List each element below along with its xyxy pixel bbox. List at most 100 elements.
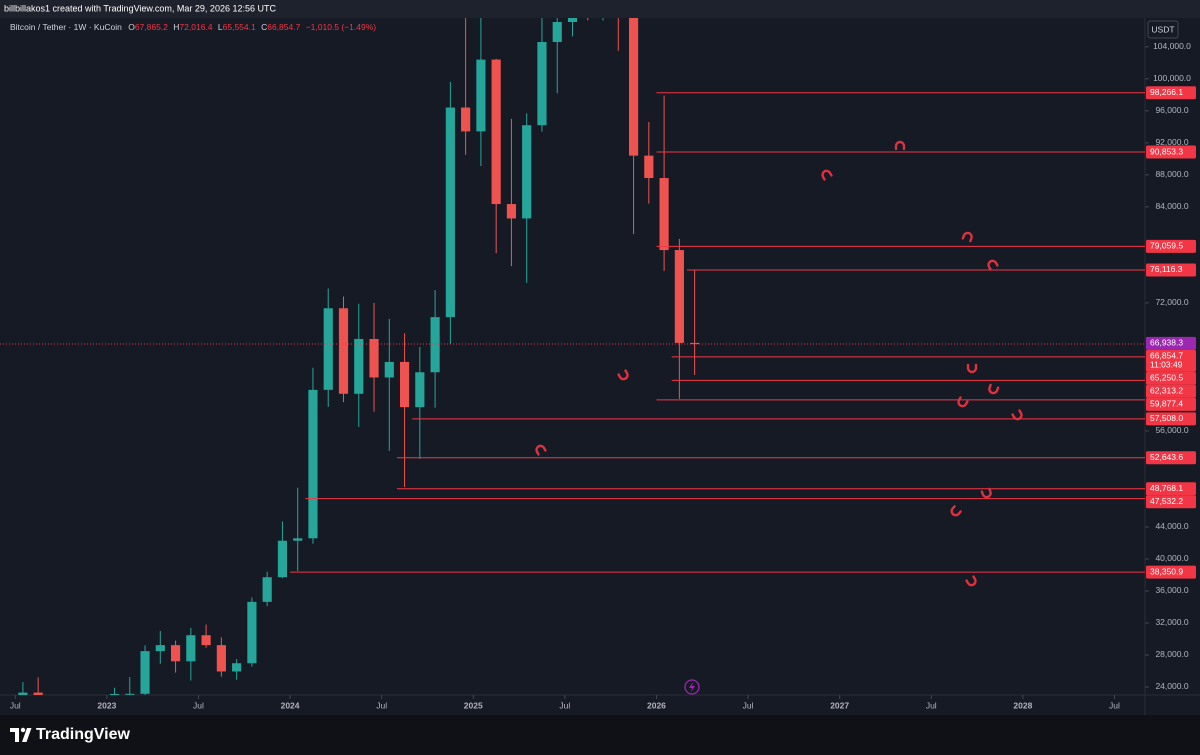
magnet bbox=[957, 396, 969, 408]
y-tick-label: 84,000.0 bbox=[1155, 201, 1188, 211]
y-tick-label: 32,000.0 bbox=[1155, 617, 1188, 627]
ohlc-value: 66,854.7 bbox=[267, 22, 300, 32]
magnet bbox=[617, 369, 629, 381]
footer bbox=[0, 715, 1200, 755]
candle-body bbox=[415, 372, 425, 408]
magnet bbox=[961, 231, 973, 243]
candle-body bbox=[445, 107, 455, 318]
currency-box[interactable] bbox=[1147, 20, 1179, 39]
magnet-icons bbox=[535, 140, 1023, 587]
price-label bbox=[1146, 384, 1196, 398]
candle-body bbox=[262, 577, 272, 602]
candle-body bbox=[644, 155, 654, 179]
x-tick-label: 2023 bbox=[97, 700, 116, 710]
candle-body bbox=[170, 645, 181, 662]
top-bar bbox=[0, 0, 1200, 18]
ohlc-key: H bbox=[173, 22, 179, 32]
candle-body bbox=[537, 42, 547, 126]
price-label bbox=[1146, 451, 1196, 465]
replay-icon[interactable] bbox=[684, 679, 700, 695]
ohlc-value: 67,865.2 bbox=[135, 22, 168, 32]
candle-body bbox=[308, 389, 318, 539]
currency: USDT bbox=[1151, 24, 1174, 34]
ohlc-key: C bbox=[261, 22, 267, 32]
change: −1,010.5 (−1.49%) bbox=[306, 22, 377, 32]
y-tick-label: 100,000.0 bbox=[1153, 73, 1191, 83]
x-tick-label: 2024 bbox=[281, 700, 300, 710]
candle-body bbox=[674, 250, 684, 343]
candle-body bbox=[33, 692, 43, 695]
x-tick-label: 2025 bbox=[464, 700, 483, 710]
magnet bbox=[965, 575, 977, 587]
price-label-text: 66,938.3 bbox=[1150, 338, 1183, 348]
x-tick-label: Jul bbox=[743, 700, 754, 710]
candle-body bbox=[201, 635, 211, 646]
price-label-text: 62,313.2 bbox=[1150, 386, 1183, 396]
brand-logo bbox=[10, 727, 32, 742]
candle-body bbox=[628, 18, 639, 156]
candle-body bbox=[430, 317, 440, 373]
candle-body bbox=[506, 204, 517, 219]
ohlc-value: 72,016.4 bbox=[179, 22, 212, 32]
price-label bbox=[1146, 336, 1196, 350]
magnet bbox=[980, 487, 992, 499]
x-tick-label: 2026 bbox=[647, 700, 666, 710]
x-tick-label: 2028 bbox=[1013, 700, 1032, 710]
ohlc-key: L bbox=[218, 22, 223, 32]
candle-body bbox=[109, 693, 120, 695]
symbol: Bitcoin / Tether · 1W · KuCoin bbox=[10, 22, 122, 32]
candle-body bbox=[186, 635, 196, 662]
candle-body bbox=[323, 308, 333, 390]
magnet bbox=[821, 169, 833, 181]
price-label-text: 38,350.9 bbox=[1150, 566, 1183, 576]
x-tick-label: Jul bbox=[376, 700, 387, 710]
price-label-text: 98,266.1 bbox=[1150, 87, 1183, 97]
candle-body bbox=[18, 692, 28, 695]
candle-body bbox=[140, 651, 150, 694]
candle-body bbox=[354, 338, 364, 394]
price-label bbox=[1146, 263, 1196, 277]
price-label bbox=[1146, 412, 1196, 426]
price-label-text: 48,768.1 bbox=[1150, 483, 1183, 493]
price-label-text: 66,854.7 bbox=[1150, 351, 1183, 361]
plot-area bbox=[0, 18, 1145, 695]
ohlc-value: 65,554.1 bbox=[223, 22, 256, 32]
y-tick-label: 72,000.0 bbox=[1155, 297, 1188, 307]
price-label bbox=[1146, 349, 1196, 372]
price-label-text: 57,508.0 bbox=[1150, 413, 1183, 423]
price-label bbox=[1146, 145, 1196, 159]
price-label-text: 11:03:49 bbox=[1150, 360, 1183, 370]
y-tick-label: 104,000.0 bbox=[1153, 41, 1191, 51]
candle-body bbox=[338, 308, 349, 394]
x-tick-label: Jul bbox=[193, 700, 204, 710]
x-tick-label: Jul bbox=[559, 700, 570, 710]
y-tick-label: 92,000.0 bbox=[1155, 137, 1188, 147]
symbol-line: Bitcoin / Tether · 1W · KuCoin O67,865.2… bbox=[10, 22, 376, 32]
y-tick-label: 40,000.0 bbox=[1155, 553, 1188, 563]
candle-body bbox=[369, 338, 379, 378]
price-label-text: 59,877.4 bbox=[1150, 399, 1183, 409]
candle-body bbox=[216, 645, 226, 672]
price-label-text: 65,250.5 bbox=[1150, 373, 1183, 383]
price-label bbox=[1146, 239, 1196, 253]
price-label-text: 76,116.3 bbox=[1150, 264, 1183, 274]
candle-body bbox=[125, 693, 135, 695]
author-line: billbillakos1 created with TradingView.c… bbox=[4, 3, 276, 13]
magnet bbox=[950, 505, 962, 517]
candle-body bbox=[491, 59, 501, 205]
candle-body bbox=[247, 601, 257, 664]
y-tick-label: 56,000.0 bbox=[1155, 425, 1188, 435]
candle-body bbox=[399, 361, 410, 408]
price-label bbox=[1146, 397, 1196, 411]
magnet bbox=[535, 444, 547, 456]
candle-body bbox=[476, 59, 486, 132]
y-tick-label: 44,000.0 bbox=[1155, 521, 1188, 531]
y-tick-label: 36,000.0 bbox=[1155, 585, 1188, 595]
candle-body bbox=[293, 538, 303, 541]
candle-body bbox=[690, 342, 700, 345]
candle-body bbox=[155, 645, 165, 652]
price-label bbox=[1146, 495, 1196, 509]
brand: TradingView bbox=[36, 726, 131, 743]
